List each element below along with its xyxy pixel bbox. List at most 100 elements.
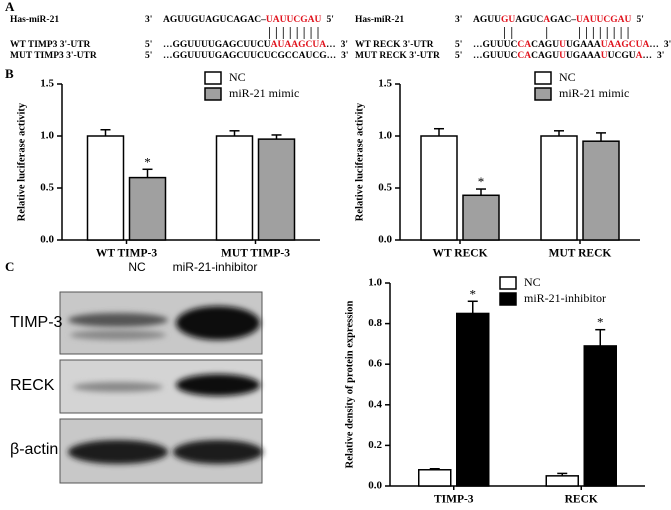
bar [583,345,617,487]
sequence-segment: UGAAA [566,51,601,61]
sequence-segment: AGUUGUAGUCAGAC– [163,15,266,25]
sequence-name: Has-miR-21 [355,15,404,25]
bar [257,138,296,241]
sequence-segment: UAAGCUA [601,40,650,50]
panel-label: B [5,66,14,81]
sequence: …GGUUUUGAGCUUCUAUAAGCUA… [163,40,336,50]
y-axis-label: Relative luciferase activity [16,102,27,221]
band [68,313,168,327]
legend-swatch [204,87,222,101]
sequence-segment: CA [517,40,531,50]
sequence-segment: A [636,51,643,61]
legend-swatch [534,87,552,101]
sequence-end: 3' [341,51,348,61]
sequence-segment: … [326,40,336,50]
sequence-segment: …GUUUC [473,51,517,61]
y-tick-label: 0.6 [368,358,382,370]
band [173,440,263,464]
lane-label: miR-21-inhibitor [173,260,258,274]
sequence-segment: U [559,40,566,50]
sequence: …GGUUUUGAGCUUCUCGCCAUCG… [163,51,336,61]
row-label: RECK [10,377,55,394]
sequence-start: 5' [455,51,462,61]
bar [420,135,458,241]
sequence-segment: U [601,51,608,61]
bar [86,135,125,241]
sequence-segment: GU [501,15,515,25]
legend-swatch [499,276,517,290]
sequence-end: 3' [657,51,664,61]
sequence-segment: … [643,51,653,61]
band [68,440,168,464]
legend-label: NC [559,70,576,84]
panel-label: C [5,259,14,274]
y-tick-label: 0.0 [40,234,54,246]
significance-mark: * [470,286,477,301]
sequence-segment: AGUU [473,15,501,25]
band [176,306,260,340]
sequence-name: WT TIMP3 3'-UTR [10,40,91,50]
legend-swatch [534,71,552,85]
sequence-start: 3' [145,15,152,25]
y-tick-label: 1.0 [368,277,382,289]
bar [456,312,490,487]
sequence-name: Has-miR-21 [10,15,59,25]
y-tick-label: 1.0 [378,130,392,142]
sequence-name: MUT TIMP3 3'-UTR [10,51,97,61]
sequence-end: 5' [326,15,333,25]
bar [582,140,620,241]
y-tick-label: 1.5 [378,78,392,90]
sequence-start: 3' [455,15,462,25]
lane-label: NC [128,260,146,274]
legend-label: miR-21-inhibitor [524,291,606,305]
legend-label: miR-21 mimic [229,86,299,100]
y-tick-label: 0.5 [378,182,392,194]
band [176,374,260,396]
sequence-segment: UGAAA [566,40,601,50]
bar [215,135,254,241]
sequence-start: 5' [145,40,152,50]
bar [418,469,452,487]
sequence-end: 5' [637,15,644,25]
bar [545,475,579,487]
y-tick-label: 0.0 [378,234,392,246]
significance-mark: * [144,154,151,169]
band [73,382,163,392]
sequence: AGUUGUAGUCAGAC–UAUUCGAU [163,15,321,25]
significance-mark: * [478,174,485,189]
bar [128,176,167,241]
sequence-segment: …GGUUUUGAGCUUCUCGCCAUCG… [163,51,336,61]
sequence-end: 3' [341,40,348,50]
sequence-segment: CAGU [531,51,559,61]
row-label: β-actin [10,441,58,458]
sequence-end: 3' [664,40,671,50]
sequence-segment: CA [517,51,531,61]
sequence: …GUUUCCACAGUUUGAAAUAAGCUA… [473,40,659,50]
y-axis-label: Relative luciferase activity [354,102,365,221]
y-tick-label: 0.0 [368,480,382,492]
sequence-segment: AGUC [515,15,543,25]
bar [540,135,578,241]
sequence-segment: …GUUUC [473,40,517,50]
y-tick-label: 1.5 [40,78,54,90]
y-tick-label: 0.5 [40,182,54,194]
x-tick-label: WT RECK [432,248,487,260]
blot: NC miR-21-inhibitor TIMP-3 RECK β-actin [10,260,263,484]
x-tick-label: WT TIMP-3 [96,248,157,260]
y-axis-label: Relative density of protein expression [344,301,355,469]
row-label: TIMP-3 [10,314,63,331]
sequence-segment: … [649,40,659,50]
legend-label: NC [229,70,246,84]
x-tick-label: MUT RECK [549,248,612,260]
sequence-start: 5' [455,40,462,50]
x-tick-label: RECK [565,494,598,506]
band [70,330,166,340]
y-tick-label: 0.8 [368,317,382,329]
sequence-segment: U [559,51,566,61]
legend-swatch [204,71,222,85]
sequence-segment: GAC– [550,15,576,25]
sequence-segment: A [543,15,550,25]
sequence-segment: AUAAGCUA [271,40,327,50]
sequence-segment: UAUUCGAU [266,15,322,25]
